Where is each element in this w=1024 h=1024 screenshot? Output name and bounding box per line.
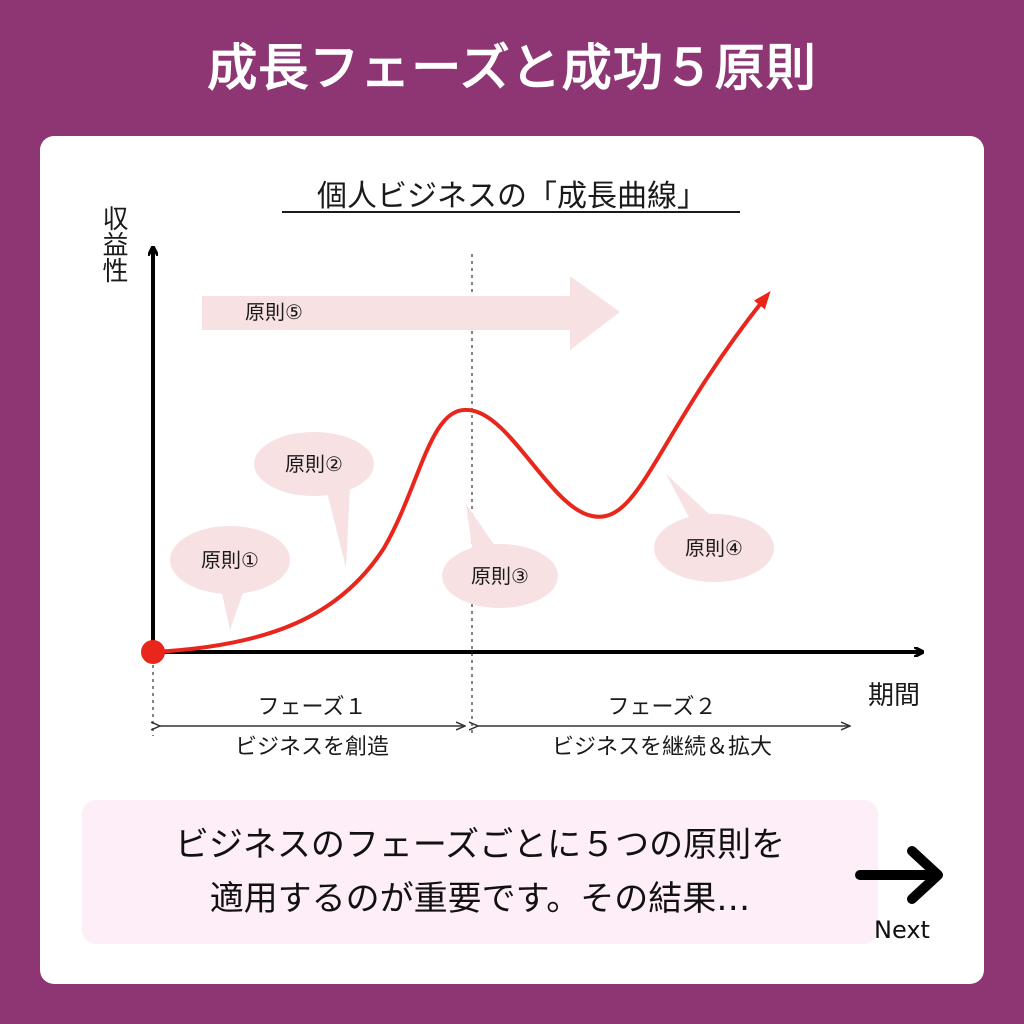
principle-4-bubble bbox=[654, 474, 774, 582]
principle-5-label: 原則⑤ bbox=[245, 300, 303, 324]
phase-1-description: ビジネスを創造 bbox=[235, 735, 389, 760]
curve-origin-dot bbox=[141, 640, 165, 664]
principle-3-bubble bbox=[442, 504, 558, 608]
page-title: 成長フェーズと成功５原則 bbox=[207, 39, 817, 97]
phase-2-name: フェーズ２ bbox=[608, 695, 717, 720]
principle-2-bubble bbox=[254, 432, 374, 568]
principle-5-arrow bbox=[202, 276, 620, 350]
principle-1-bubble bbox=[170, 526, 290, 630]
growth-curve bbox=[152, 290, 771, 654]
phase-2-description: ビジネスを継続＆拡大 bbox=[552, 735, 772, 760]
growth-curve-diagram: 個人ビジネスの「成長曲線」 収益性 期間 原則⑤ 原則② 原則① bbox=[98, 179, 984, 760]
principle-2-label: 原則② bbox=[285, 452, 343, 476]
next-label: Next bbox=[874, 916, 930, 944]
arrow-right-icon bbox=[855, 846, 943, 904]
content-card: 個人ビジネスの「成長曲線」 収益性 期間 原則⑤ 原則② 原則① bbox=[40, 136, 984, 984]
y-axis-label: 収益性 bbox=[98, 205, 128, 283]
next-button[interactable]: Next bbox=[852, 840, 952, 952]
phase-1-name: フェーズ１ bbox=[258, 695, 367, 720]
message-text: ビジネスのフェーズごとに５つの原則を 適用するのが重要です。その結果… bbox=[175, 818, 785, 926]
message-line-1: ビジネスのフェーズごとに５つの原則を bbox=[174, 825, 786, 865]
principle-3-label: 原則③ bbox=[471, 564, 529, 588]
message-box: ビジネスのフェーズごとに５つの原則を 適用するのが重要です。その結果… bbox=[82, 800, 878, 944]
principle-1-label: 原則① bbox=[201, 548, 259, 572]
message-line-2: 適用するのが重要です。その結果… bbox=[209, 879, 751, 919]
diagram-title: 個人ビジネスの「成長曲線」 bbox=[317, 179, 707, 214]
principle-4-label: 原則④ bbox=[685, 536, 743, 560]
x-axis-label: 期間 bbox=[868, 681, 920, 711]
